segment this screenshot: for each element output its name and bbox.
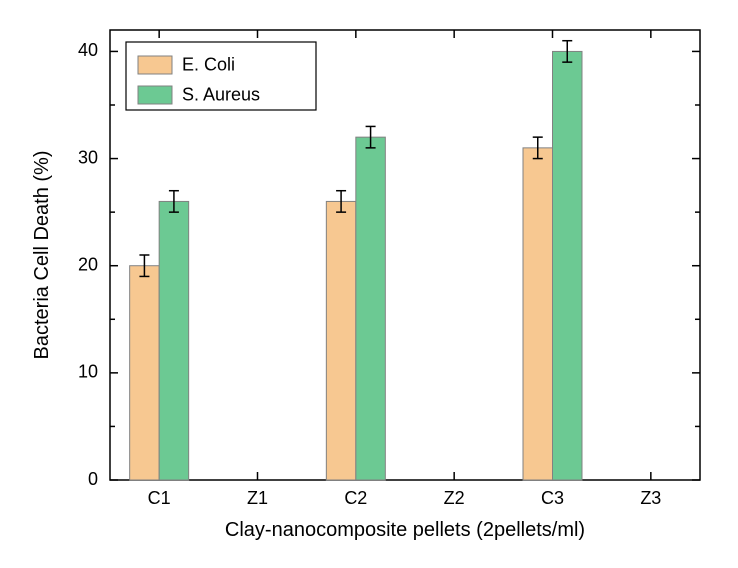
legend-swatch <box>138 56 172 74</box>
x-tick-label: C1 <box>148 488 171 508</box>
legend-label: E. Coli <box>182 54 235 74</box>
x-tick-label: C3 <box>541 488 564 508</box>
bar-ecoli <box>523 148 553 480</box>
y-tick-label: 20 <box>78 254 98 274</box>
bar-saureus <box>159 201 189 480</box>
bar-chart: 0 10 20 30 40 C1 Z1 C2 Z2 C3 Z3 Clay-nanocomposite … <box>0 0 738 568</box>
y-tick-label: 30 <box>78 147 98 167</box>
bar-saureus <box>553 51 583 480</box>
bar-saureus <box>356 137 386 480</box>
y-tick-label: 10 <box>78 362 98 382</box>
x-tick-label: Z3 <box>640 488 661 508</box>
bar-ecoli <box>130 266 160 480</box>
x-tick-label: Z2 <box>444 488 465 508</box>
y-axis-label: Bacteria Cell Death (%) <box>31 151 53 360</box>
x-tick-label: C2 <box>344 488 367 508</box>
x-tick-label: Z1 <box>247 488 268 508</box>
legend-label: S. Aureus <box>182 84 260 104</box>
x-axis-label: Clay-nanocomposite pellets (2pellets/ml) <box>225 519 585 541</box>
y-tick-label: 0 <box>88 469 98 489</box>
y-tick-label: 40 <box>78 40 98 60</box>
bar-ecoli <box>326 201 356 480</box>
legend-swatch <box>138 86 172 104</box>
